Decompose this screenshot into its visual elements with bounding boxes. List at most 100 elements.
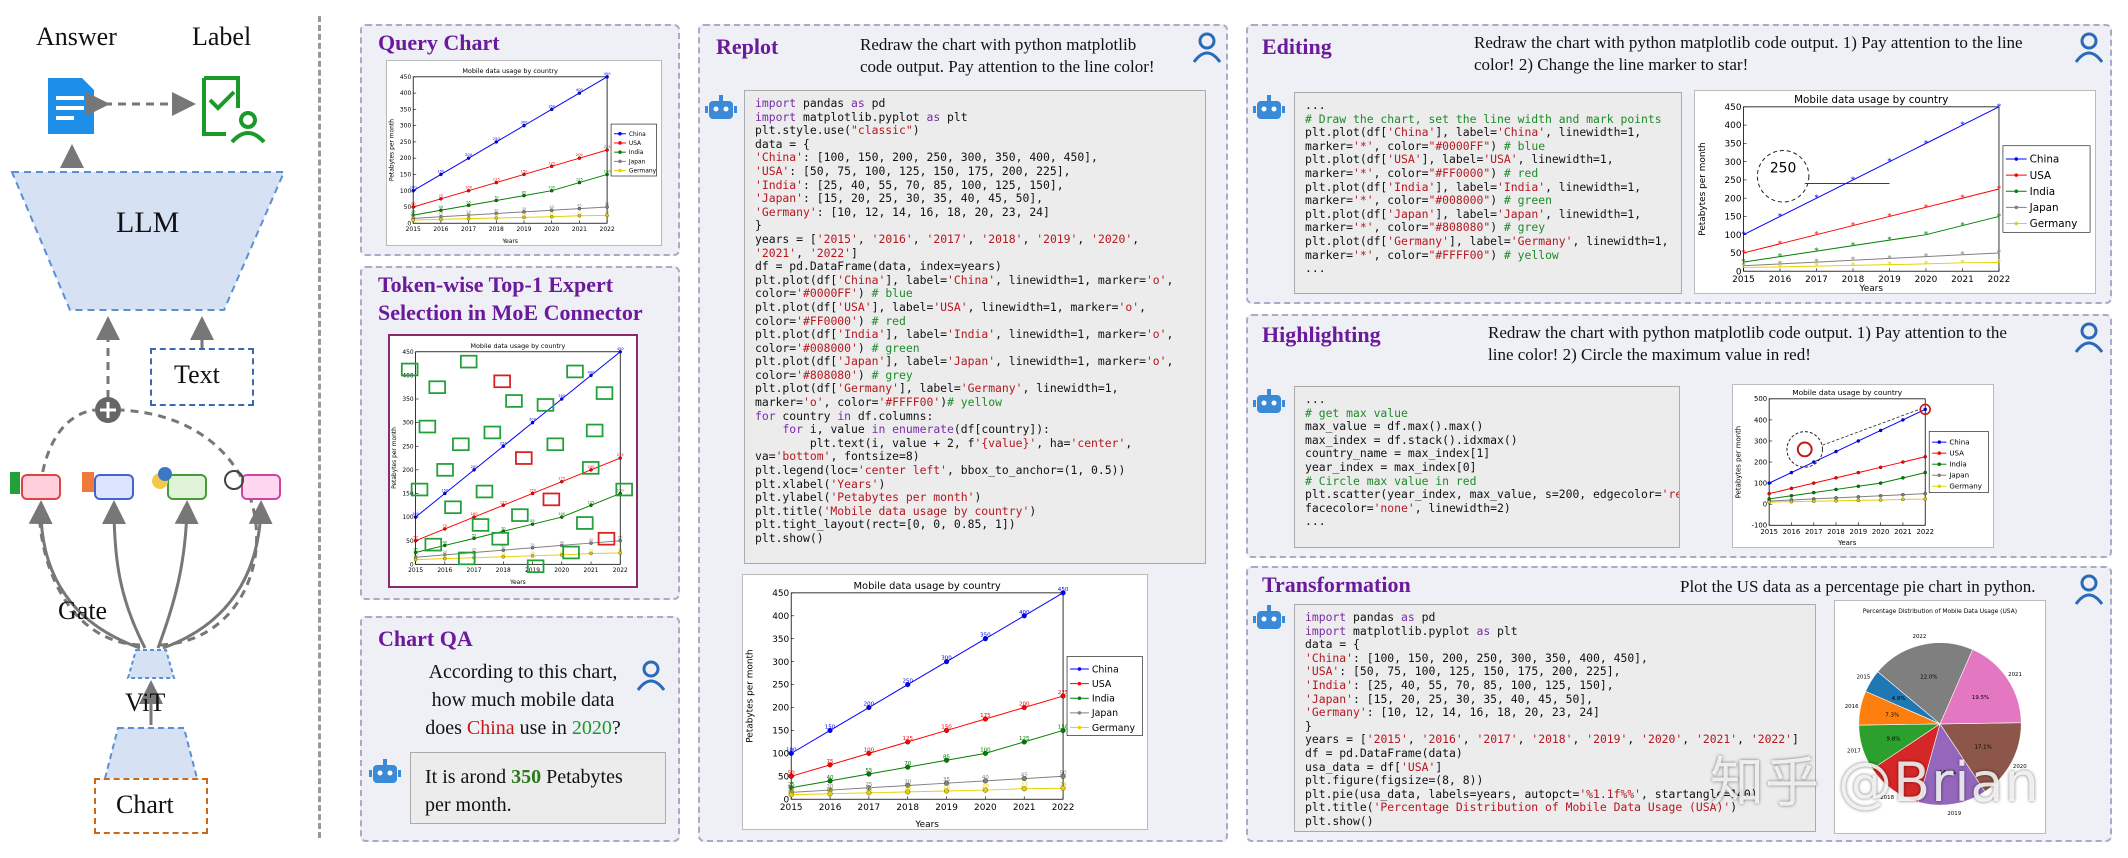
- user-icon: [636, 660, 666, 691]
- editing-title: Editing: [1262, 34, 1332, 59]
- data-label: 300: [521, 121, 529, 125]
- data-point: [443, 527, 447, 531]
- data-label: 50: [413, 536, 418, 540]
- data-point: [501, 555, 506, 559]
- data-label: 35: [943, 777, 951, 783]
- data-label: 50: [618, 536, 623, 540]
- data-point: [466, 216, 471, 221]
- plot-area: [415, 351, 621, 565]
- legend-marker: [2014, 205, 2019, 210]
- data-point: [1021, 776, 1027, 782]
- data-point: [1834, 476, 1838, 480]
- series-line-china: [412, 76, 608, 192]
- data-point: [1060, 590, 1066, 596]
- data-point: *: [1814, 193, 1819, 203]
- x-tick-label: 2020: [554, 568, 569, 574]
- x-tick-label: 2016: [1783, 528, 1801, 536]
- data-label: 50: [788, 770, 796, 776]
- data-point: [443, 491, 447, 496]
- data-point: [549, 107, 554, 112]
- pie-percent: 22.0%: [1920, 674, 1937, 680]
- data-label: 24: [605, 210, 610, 214]
- data-point: [982, 636, 988, 642]
- legend-marker: [2014, 221, 2019, 226]
- pie-label: 2015: [1856, 674, 1870, 680]
- data-point: [1789, 470, 1794, 475]
- y-tick-label: 200: [402, 468, 413, 474]
- legend-entry: Japan: [2029, 202, 2059, 214]
- data-point: *: [1924, 252, 1929, 262]
- x-tick-label: 2022: [1988, 275, 2011, 285]
- expert-selection-marker: [475, 484, 494, 499]
- pie-label: 2018: [1880, 795, 1894, 801]
- legend-marker: [1937, 462, 1942, 466]
- zoom-circle: [1786, 431, 1823, 468]
- data-point: [443, 556, 447, 561]
- data-label: 20: [982, 784, 990, 790]
- y-tick-label: 150: [1725, 213, 1742, 223]
- watermark: 知乎 @Brian: [1710, 751, 2040, 814]
- data-point: *: [1778, 239, 1783, 249]
- series-line-india: [413, 173, 608, 216]
- data-label: 10: [411, 215, 416, 219]
- y-tick-label: 250: [400, 139, 412, 146]
- x-tick-label: 2019: [1878, 275, 1901, 285]
- data-point: *: [1778, 252, 1783, 262]
- gate-label: Gate: [58, 596, 108, 625]
- x-tick-label: 2019: [935, 803, 958, 813]
- x-tick-label: 2015: [408, 568, 423, 574]
- data-point: [1901, 460, 1905, 464]
- data-label: 55: [865, 768, 873, 774]
- data-label: 40: [439, 205, 444, 209]
- y-tick-label: 200: [400, 155, 412, 162]
- data-point: [1812, 481, 1816, 485]
- query-chart-title: Query Chart: [378, 30, 500, 55]
- data-point: [577, 206, 582, 211]
- highlighting-instruction: Redraw the chart with python matplotlib …: [1488, 323, 2007, 364]
- data-point: [1060, 785, 1066, 791]
- y-tick-label: 300: [772, 658, 789, 668]
- y-tick-label: 200: [1725, 194, 1742, 204]
- data-label: 30: [904, 779, 912, 785]
- data-label: 35: [522, 207, 527, 211]
- data-label: 70: [904, 761, 912, 767]
- y-tick-label: 0: [407, 220, 411, 227]
- y-tick-label: 400: [402, 373, 413, 379]
- data-label: 50: [1060, 770, 1068, 776]
- data-label: 200: [864, 702, 875, 708]
- data-point: [560, 397, 564, 401]
- data-label: 16: [904, 786, 912, 792]
- data-label: 150: [529, 489, 537, 493]
- data-label: 18: [943, 785, 951, 791]
- data-label: 150: [521, 169, 529, 173]
- data-label: 50: [605, 202, 610, 206]
- data-point: *: [1924, 138, 1929, 148]
- series-line-germany: [415, 552, 621, 561]
- data-point: [1834, 496, 1838, 500]
- x-axis-label: Years: [914, 820, 939, 829]
- data-label: 55: [472, 533, 477, 537]
- x-tick-label: 2015: [406, 226, 421, 233]
- data-point: [1856, 498, 1861, 503]
- data-label: 125: [500, 500, 507, 504]
- data-label: 125: [493, 178, 500, 182]
- legend-marker: [1077, 725, 1082, 730]
- data-point: [494, 198, 499, 203]
- user-icon: [2074, 574, 2104, 605]
- expert-selection-marker: [526, 559, 545, 574]
- data-point: *: [1887, 235, 1892, 245]
- series-line-china: [790, 592, 1064, 754]
- data-point: [1901, 476, 1905, 480]
- y-tick-label: 250: [1725, 176, 1742, 186]
- legend-marker: [1937, 473, 1942, 478]
- data-point: [439, 172, 443, 177]
- legend-entry: USA: [1092, 679, 1112, 690]
- data-point: [905, 789, 911, 795]
- data-point: [560, 479, 564, 484]
- data-point: [618, 551, 622, 555]
- data-point: [589, 503, 593, 508]
- plot-area: [790, 592, 1064, 800]
- data-point: [605, 172, 609, 177]
- y-tick-label: 450: [772, 589, 789, 599]
- data-point: [560, 515, 564, 519]
